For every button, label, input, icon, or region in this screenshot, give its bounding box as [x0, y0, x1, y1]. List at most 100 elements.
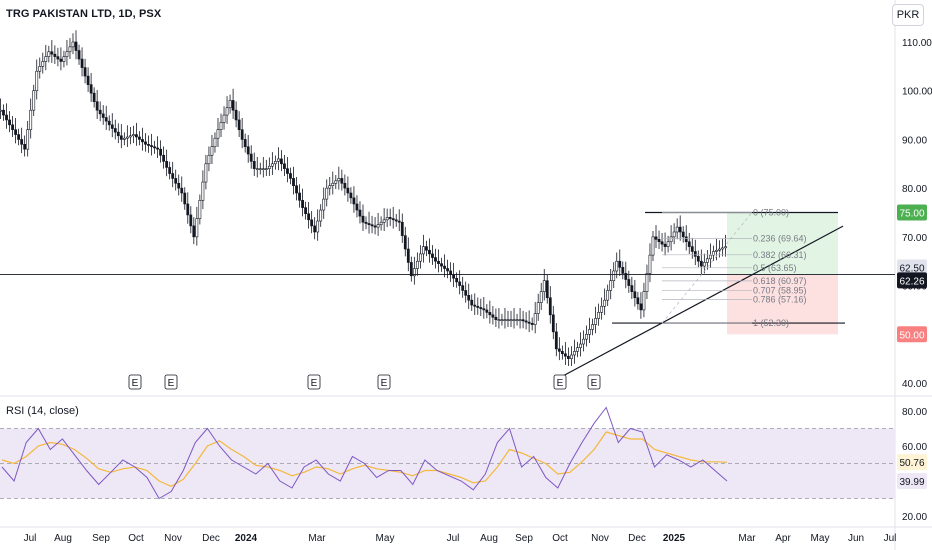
candle-body: [464, 290, 468, 296]
candle-body: [301, 200, 304, 208]
candle-body: [249, 153, 253, 162]
candle-body: [515, 319, 519, 321]
candle-body: [231, 100, 235, 111]
candle-body: [32, 90, 36, 111]
candle-body: [50, 51, 54, 55]
candle-body: [286, 168, 289, 174]
candle-body: [59, 58, 63, 62]
candle-body: [71, 41, 75, 48]
candle-body: [470, 299, 474, 306]
candles-group: [0, 30, 727, 366]
candle-body: [579, 343, 582, 348]
candle-body: [307, 213, 311, 221]
fib-level-label: 0.786 (57.16): [753, 294, 807, 304]
candle-body: [618, 260, 622, 268]
time-tick-label: Mar: [308, 533, 326, 544]
candle-body: [585, 333, 588, 340]
candle-body: [415, 260, 419, 269]
candle-body: [702, 262, 706, 267]
candle-body: [488, 312, 492, 316]
candle-body: [458, 281, 462, 286]
candle-body: [406, 248, 410, 263]
candle-body: [687, 241, 691, 247]
earnings-marker: [307, 374, 321, 390]
candle-body: [237, 119, 241, 130]
rsi-ma-badge-label: 50.76: [899, 458, 924, 469]
candle-body: [98, 109, 102, 115]
candle-body: [295, 185, 298, 194]
candle-body: [201, 181, 205, 201]
candle-body: [657, 238, 661, 243]
price-tick-label: 80.00: [902, 184, 927, 195]
candle-body: [476, 305, 480, 308]
candle-body: [234, 109, 238, 121]
time-tick-label: Nov: [164, 533, 182, 544]
time-tick-label: 2025: [663, 533, 686, 544]
rsi-value-badge: [897, 473, 927, 490]
candle-body: [403, 235, 407, 250]
candle-body: [485, 309, 489, 313]
candle-body: [65, 51, 69, 57]
candle-body: [304, 207, 307, 215]
rsi-ma-line: [1, 431, 728, 487]
candle-body: [548, 297, 552, 316]
candle-body: [684, 236, 688, 243]
candle-body: [101, 113, 105, 118]
price-tick-label: 40.00: [902, 379, 927, 390]
candle-body: [582, 338, 585, 345]
candle-body: [261, 168, 265, 170]
candle-body: [219, 122, 223, 130]
candle-body: [648, 254, 652, 274]
candle-body: [642, 291, 646, 311]
candle-body: [633, 291, 637, 299]
candle-body: [666, 241, 670, 247]
candle-body: [192, 225, 196, 238]
candle-body: [277, 158, 280, 162]
candle-body: [678, 226, 682, 233]
candle-body: [461, 285, 465, 291]
fib-level-label: 0.236 (69.64): [753, 234, 807, 244]
fib-level-label: 0 (75.00): [753, 208, 789, 218]
candle-body: [367, 223, 371, 225]
time-tick-label: Sep: [515, 533, 533, 544]
time-tick-label: Nov: [591, 533, 609, 544]
price-tick-label: 110.00: [902, 38, 932, 49]
candle-body: [147, 144, 150, 146]
target-price-badge: [897, 204, 927, 221]
candle-body: [80, 58, 84, 68]
candle-body: [26, 129, 30, 150]
candle-body: [597, 312, 601, 319]
candle-body: [174, 178, 178, 184]
candle-body: [128, 135, 132, 138]
candle-body: [349, 192, 353, 199]
rsi-value-badge-label: 39.99: [899, 477, 924, 488]
candle-body: [225, 107, 229, 116]
earnings-marker-label: E: [168, 378, 175, 389]
price-tick-label: 100.00: [902, 87, 932, 98]
candle-body: [343, 182, 347, 189]
candle-body: [35, 70, 39, 92]
candle-body: [690, 246, 694, 252]
candle-body: [715, 249, 718, 252]
candle-body: [542, 280, 546, 292]
time-tick-label: Aug: [480, 533, 498, 544]
currency-button[interactable]: PKR: [892, 4, 924, 26]
candle-body: [609, 280, 613, 291]
candle-body: [361, 215, 365, 223]
candle-body: [536, 302, 540, 314]
fib-level-label: 0.382 (66.31): [753, 250, 807, 260]
earnings-marker: [128, 374, 142, 390]
candle-body: [491, 314, 495, 318]
rsi-indicator-label[interactable]: RSI (14, close): [6, 405, 79, 417]
candle-body: [512, 319, 516, 321]
candle-body: [718, 248, 721, 251]
candle-body: [258, 168, 262, 170]
fib-level-label: 0.618 (60.97): [753, 276, 807, 286]
candle-body: [144, 141, 147, 145]
rsi-line: [1, 406, 728, 500]
candle-body: [210, 146, 214, 156]
candle-body: [14, 129, 17, 135]
candle-body: [509, 319, 513, 321]
candle-body: [267, 165, 271, 169]
